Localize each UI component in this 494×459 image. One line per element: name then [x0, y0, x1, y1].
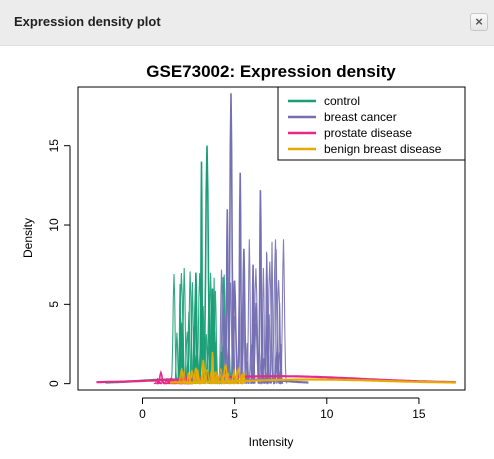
density-curve [203, 374, 209, 385]
y-axis-label: Density [21, 218, 35, 258]
density-curve [214, 373, 221, 385]
density-curve [269, 241, 275, 384]
density-curve [216, 372, 224, 385]
legend-label: control [324, 94, 360, 108]
legend-label: prostate disease [324, 126, 412, 140]
density-curve [277, 302, 282, 384]
y-tick-label: 5 [47, 301, 61, 308]
axis-layer: 0 5 10 15 0 5 10 15 [47, 139, 426, 421]
legend-label: benign breast disease [324, 142, 442, 156]
density-curve [179, 367, 185, 385]
legend: control breast cancer prostate disease beni… [277, 86, 466, 161]
density-curve [190, 380, 198, 385]
density-curve [234, 370, 240, 385]
density-curve [170, 273, 178, 384]
dialog-titlebar: Expression density plot × [0, 0, 494, 46]
plot-frame [77, 86, 466, 391]
y-tick-label: 10 [47, 218, 61, 232]
series-benign-breast-disease [170, 351, 456, 385]
close-button[interactable]: × [470, 13, 488, 31]
close-icon: × [475, 14, 483, 29]
density-curve [250, 306, 261, 384]
chart-title: GSE73002: Expression density [146, 62, 396, 81]
series-layer [96, 93, 456, 385]
x-tick-label: 0 [139, 407, 146, 421]
plot-area: GSE73002: Expression density 0 5 10 15 0 5 10 1… [0, 46, 494, 459]
x-axis-label: Intensity [249, 435, 294, 449]
density-chart: GSE73002: Expression density 0 5 10 15 0 5 10 1… [21, 62, 466, 449]
x-tick-label: 15 [412, 407, 426, 421]
density-curve [229, 371, 238, 385]
density-curve [201, 375, 207, 385]
density-curve [159, 381, 167, 385]
density-curve [241, 372, 247, 385]
density-curve [188, 369, 196, 385]
density-curve [260, 267, 267, 384]
y-tick-label: 15 [47, 139, 61, 153]
density-curve [187, 380, 191, 385]
x-tick-label: 5 [231, 407, 238, 421]
density-curve [273, 249, 279, 384]
series-control [105, 145, 235, 385]
dialog-title: Expression density plot [14, 14, 161, 29]
density-curve [194, 371, 201, 385]
legend-label: breast cancer [324, 110, 397, 124]
density-curve [265, 261, 275, 384]
y-tick-label: 0 [47, 380, 61, 387]
density-curve [239, 373, 245, 385]
x-tick-label: 10 [320, 407, 334, 421]
density-curve [181, 371, 187, 385]
density-curve [246, 239, 253, 384]
density-curve [223, 370, 230, 385]
